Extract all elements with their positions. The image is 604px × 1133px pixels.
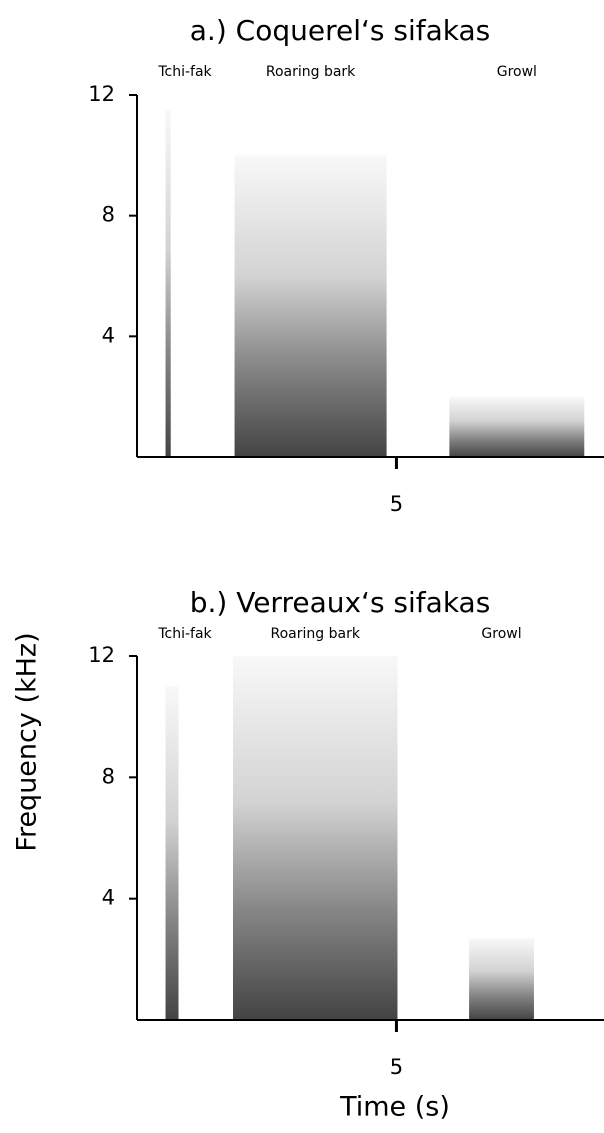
x-tick-label: 5 [390, 492, 403, 516]
call-spectrogram [165, 110, 171, 457]
call-spectrogram [469, 938, 534, 1020]
y-tick-label: 8 [102, 203, 115, 227]
call-label: Roaring bark [266, 64, 356, 80]
x-axis-label: Time (s) [339, 1092, 450, 1123]
y-tick-label: 12 [88, 643, 115, 667]
panel-title: b.) Verreaux‘s sifakas [190, 586, 491, 619]
call-label: Tchi-fak [157, 64, 212, 80]
call-label: Roaring bark [271, 626, 361, 642]
panel-title: a.) Coquerel‘s sifakas [190, 14, 490, 47]
call-spectrogram [165, 686, 179, 1020]
x-tick-label: 5 [390, 1055, 403, 1079]
y-tick-label: 4 [102, 323, 115, 347]
call-spectrogram [234, 155, 387, 458]
y-tick-label: 8 [102, 764, 115, 788]
call-label: Tchi-fak [157, 626, 212, 642]
call-spectrogram [232, 656, 398, 1020]
y-tick-label: 4 [102, 886, 115, 910]
y-axis-label: Frequency (kHz) [12, 632, 43, 851]
call-spectrogram [449, 396, 585, 457]
call-label: Growl [481, 626, 521, 642]
call-label: Growl [497, 64, 537, 80]
y-tick-label: 12 [88, 82, 115, 106]
